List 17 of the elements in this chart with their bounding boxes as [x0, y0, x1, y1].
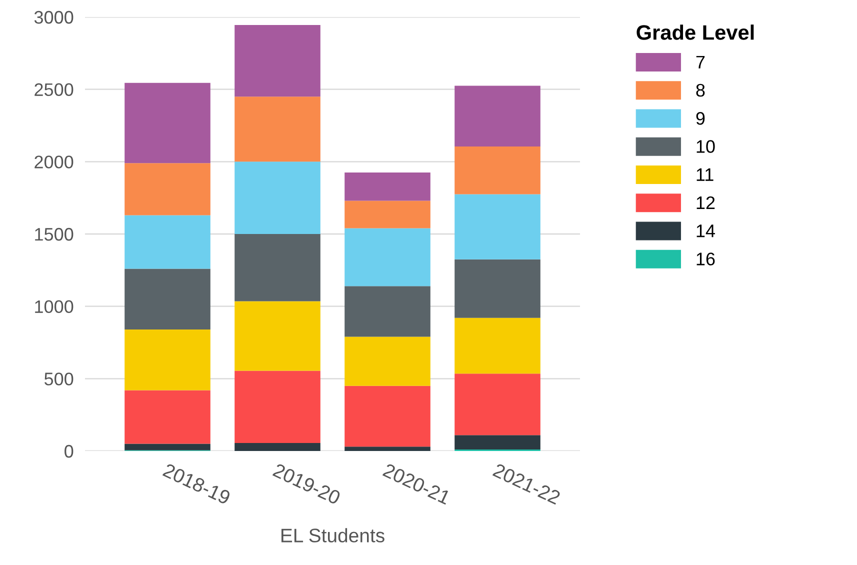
legend-label: 9: [696, 112, 705, 125]
x-axis-title: EL Students: [281, 528, 384, 542]
y-tick-label: 2000: [34, 156, 74, 168]
y-tick-label: 1500: [35, 228, 74, 241]
y-tick-label: 3000: [34, 10, 74, 24]
legend-label: 16: [696, 252, 715, 266]
y-tick-label: 2500: [34, 83, 74, 96]
legend-label: 11: [696, 168, 714, 181]
y-tick-label: 500: [44, 372, 74, 386]
y-tick-label: 1000: [35, 300, 74, 314]
legend-label: 10: [696, 140, 715, 153]
legend-title: Grade Level: [636, 24, 754, 40]
legend-label: 14: [696, 224, 715, 238]
legend-label: 12: [696, 196, 715, 209]
legend-label: 7: [696, 56, 705, 68]
legend-label: 8: [696, 84, 705, 97]
y-tick-label: 0: [64, 444, 74, 458]
